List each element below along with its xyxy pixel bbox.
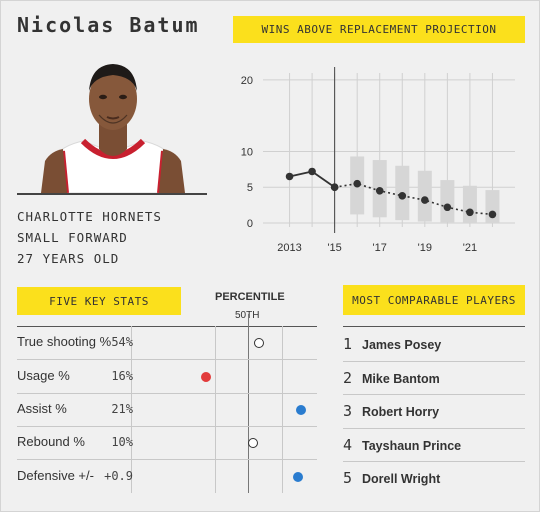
five-key-stats-title: FIVE KEY STATS [17,287,181,315]
stat-value: 16% [111,369,133,383]
comparable-name: Dorell Wright [362,472,441,486]
x-tick-label: 2013 [277,242,301,254]
stat-value: +0.9 [104,469,133,483]
stat-percentile-dot [200,372,211,382]
comparables-top-rule [343,326,525,327]
stat-row: Defensive +/- +0.9 [17,460,317,493]
comparable-name: Robert Horry [362,405,440,419]
stat-label: Defensive +/- [17,468,94,483]
war-data-point [398,192,407,200]
comparable-rank: 1 [343,335,353,353]
projection-range-bar [462,185,477,223]
player-position: SMALL FORWARD [17,230,128,245]
war-data-point [308,167,316,176]
war-data-point [285,172,294,181]
player-photo [41,64,185,193]
projection-range-bar [440,180,455,223]
projection-range-bar [417,170,432,222]
team-name: CHARLOTTE HORNETS [17,209,162,224]
row-divider [343,361,525,362]
y-tick-label: 5 [247,182,253,194]
fiftieth-percentile-label: 50TH [235,310,259,321]
stats-top-rule [17,326,317,327]
stat-label: Assist % [17,401,67,416]
comparable-rank: 4 [343,436,353,454]
comparable-player: 5 Dorell Wright [343,463,525,496]
war-data-point [466,208,474,217]
stat-value: 10% [111,435,133,449]
war-chart: 0 5 10 20 2013 '15 '17 '19 '21 [241,67,515,254]
comparable-player: 4 Tayshaun Prince [343,430,525,463]
stat-row: Rebound % 10% [17,426,317,459]
row-divider [343,428,525,429]
comparable-player: 3 Robert Horry [343,396,525,429]
player-name: Nicolas Batum [17,13,200,37]
stat-row: Usage % 16% [17,360,317,393]
stat-value: 21% [111,402,133,416]
war-data-point [375,187,384,195]
x-tick-label: '21 [463,242,477,254]
comparable-player: 1 James Posey [343,329,525,362]
war-chart-title: WINS ABOVE REPLACEMENT PROJECTION [233,16,525,43]
y-tick-label: 10 [241,146,253,158]
row-divider [343,461,525,462]
stat-label: Rebound % [17,434,85,449]
row-divider [343,394,525,395]
stat-row: True shooting % 54% [17,326,317,359]
stat-label: True shooting % [17,334,112,349]
x-tick-label: '15 [327,242,341,254]
row-divider [17,459,317,460]
comparable-player: 2 Mike Bantom [343,363,525,396]
x-tick-label: '19 [418,242,432,254]
photo-divider [17,193,207,195]
war-data-point [421,196,429,204]
stat-percentile-dot [295,405,306,415]
y-tick-label: 0 [247,218,253,230]
pct-grid-50 [248,314,249,493]
row-divider [17,426,317,427]
stat-value: 54% [111,335,133,349]
war-data-point [488,210,497,219]
y-tick-label: 20 [241,75,253,87]
stats-value-divider [131,326,132,493]
pct-grid-25 [215,326,216,493]
stat-percentile-dot [253,338,264,348]
comparable-rank: 3 [343,402,353,420]
stat-percentile-dot [293,472,304,482]
war-data-point [443,203,452,212]
war-data-point [353,179,361,188]
row-divider [17,393,317,394]
comparable-name: Tayshaun Prince [362,439,462,453]
comparable-rank: 2 [343,369,353,387]
comparable-name: Mike Bantom [362,372,440,386]
stat-label: Usage % [17,368,70,383]
stat-percentile-dot [248,438,259,448]
row-divider [17,359,317,360]
comparables-title: MOST COMPARABLE PLAYERS [343,285,525,315]
player-age: 27 YEARS OLD [17,251,120,266]
war-data-point [330,183,339,192]
pct-grid-75 [282,326,283,493]
comparable-name: James Posey [362,338,442,352]
stat-row: Assist % 21% [17,393,317,426]
percentile-header: PERCENTILE [215,291,285,303]
comparable-rank: 5 [343,469,353,487]
x-tick-label: '17 [373,242,387,254]
projection-line [334,182,493,216]
